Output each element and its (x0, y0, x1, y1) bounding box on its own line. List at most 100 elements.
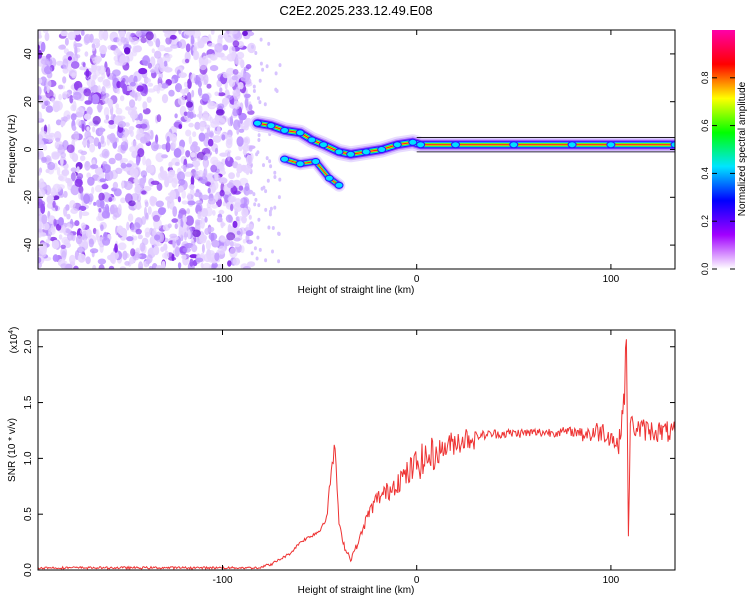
noise-blob (218, 209, 225, 215)
noise-blob (178, 72, 187, 78)
noise-blob (66, 213, 71, 220)
ridge-blob (295, 160, 305, 168)
noise-blob (168, 192, 176, 197)
noise-blob (58, 84, 64, 90)
spectrogram-xtick-label: 0 (414, 274, 420, 285)
noise-blob (92, 38, 101, 45)
noise-blob (217, 34, 224, 40)
noise-blob (115, 167, 123, 174)
noise-blob (171, 177, 178, 188)
noise-blob (120, 162, 127, 169)
noise-blob (70, 184, 80, 196)
noise-blob (234, 243, 241, 248)
spectrogram-ytick-label: 40 (23, 48, 34, 60)
noise-blob (80, 155, 86, 162)
noise-blob (85, 68, 90, 79)
snr-xtick-label: 100 (603, 575, 620, 586)
noise-blob (82, 62, 86, 68)
noise-blob (186, 208, 191, 215)
noise-blob (163, 60, 168, 67)
noise-blob (232, 220, 238, 228)
noise-blob (228, 45, 236, 56)
noise-blob (198, 132, 206, 142)
colorbar-label: Normalized spectral amplitude (737, 81, 748, 216)
noise-blob (218, 245, 226, 255)
noise-blob (199, 110, 203, 119)
noise-blob (80, 30, 85, 36)
snr-scale-exponent: 4 (8, 330, 15, 334)
noise-blob (233, 202, 243, 213)
noise-blob (157, 44, 166, 52)
noise-blob (201, 243, 205, 254)
noise-blob (54, 141, 59, 149)
noise-blob (164, 250, 170, 260)
noise-blob (233, 100, 241, 110)
noise-blob (178, 30, 182, 35)
noise-blob (118, 121, 127, 128)
noise-blob (202, 110, 209, 119)
noise-blob (92, 264, 97, 269)
noise-blob (232, 257, 241, 266)
noise-blob (245, 167, 250, 176)
noise-blob (144, 227, 151, 236)
ridge-blob (266, 122, 276, 130)
noise-blob (91, 186, 95, 195)
noise-blob (115, 103, 119, 109)
noise-blob (38, 220, 43, 229)
noise-blob (150, 69, 156, 74)
noise-blob (116, 87, 121, 95)
noise-blob (209, 130, 215, 139)
noise-blob (185, 150, 191, 158)
noise-blob (222, 201, 226, 207)
noise-blob (154, 50, 162, 59)
noise-blob (120, 197, 126, 204)
ridge-blob (509, 141, 519, 149)
noise-blob (80, 222, 86, 230)
noise-blob (81, 140, 88, 146)
noise-blob (55, 205, 58, 212)
noise-blob (165, 36, 172, 45)
noise-blob (58, 44, 66, 50)
noise-blob (215, 109, 225, 116)
noise-blob (154, 234, 161, 241)
noise-blob (242, 265, 252, 269)
noise-blob (216, 52, 225, 58)
noise-blob (139, 242, 146, 252)
noise-blob (178, 124, 183, 129)
noise-blob (124, 122, 130, 127)
noise-blob (135, 228, 142, 235)
noise-blob (156, 114, 162, 123)
noise-blob (253, 202, 257, 207)
noise-blob (88, 193, 94, 203)
noise-blob (227, 151, 231, 162)
noise-blob (98, 30, 104, 41)
noise-blob (220, 235, 226, 242)
noise-blob (130, 193, 139, 201)
noise-blob (181, 254, 187, 260)
noise-blob (174, 246, 180, 258)
noise-blob (181, 189, 186, 199)
noise-blob (41, 214, 48, 225)
noise-blob (177, 213, 183, 219)
snr-scale-label: (x104) (8, 327, 20, 354)
noise-blob (88, 121, 95, 126)
noise-blob (177, 96, 186, 106)
noise-blob (258, 100, 262, 105)
noise-blob (104, 203, 110, 214)
colorbar-tick-label: 0.4 (700, 167, 710, 180)
noise-blob (136, 120, 141, 125)
noise-blob (99, 200, 105, 209)
noise-blob (148, 40, 154, 47)
noise-blob (147, 82, 154, 87)
noise-blob (253, 246, 257, 251)
noise-blob (86, 126, 90, 131)
noise-blob (174, 223, 178, 230)
noise-blob (202, 155, 208, 161)
noise-blob (103, 107, 110, 117)
noise-blob (185, 215, 194, 226)
noise-blob (238, 185, 244, 191)
noise-blob (240, 197, 245, 205)
noise-blob (205, 206, 213, 217)
noise-blob (149, 129, 154, 140)
